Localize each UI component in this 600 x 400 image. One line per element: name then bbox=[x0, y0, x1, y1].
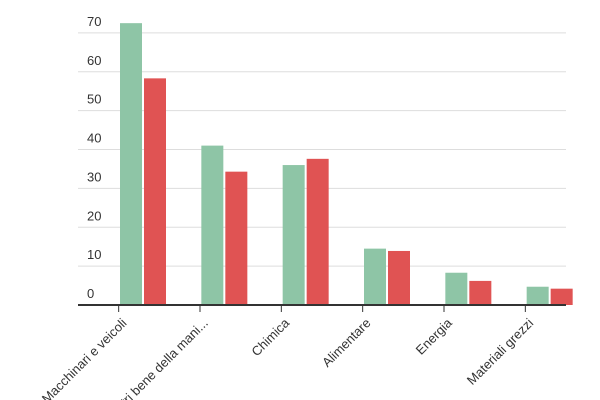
y-tick-label-0: 0 bbox=[87, 286, 94, 301]
x-axis bbox=[78, 304, 566, 312]
x-tick-label-2: Chimica bbox=[248, 315, 292, 359]
bar-5-series-1 bbox=[550, 288, 573, 305]
y-axis-labels: 01020304050607080 bbox=[87, 14, 101, 301]
bar-2-series-1 bbox=[306, 158, 329, 305]
bar-5-series-0 bbox=[526, 286, 549, 305]
y-tick-label-60: 60 bbox=[87, 53, 101, 68]
bar-3-series-1 bbox=[388, 250, 410, 305]
bar-4-series-0 bbox=[445, 272, 468, 305]
bar-4-series-1 bbox=[469, 280, 492, 305]
bars bbox=[120, 23, 573, 305]
y-tick-label-50: 50 bbox=[87, 92, 101, 107]
x-tick-label-4: Energia bbox=[413, 315, 456, 358]
y-tick-label-20: 20 bbox=[87, 208, 101, 223]
bar-0-series-1 bbox=[144, 78, 166, 305]
x-tick-label-5: Materiali grezzi bbox=[464, 315, 536, 387]
y-tick-label-40: 40 bbox=[87, 131, 101, 146]
y-tick-label-10: 10 bbox=[87, 247, 101, 262]
bar-3-series-0 bbox=[364, 248, 386, 305]
bar-1-series-0 bbox=[201, 145, 224, 305]
y-tick-label-30: 30 bbox=[87, 169, 101, 184]
bar-0-series-0 bbox=[120, 23, 142, 305]
x-tick-label-0: Macchinari e veicoli bbox=[39, 315, 130, 400]
x-tick-label-3: Alimentare bbox=[319, 315, 374, 370]
bar-2-series-0 bbox=[282, 165, 305, 305]
y-tick-label-70: 70 bbox=[87, 14, 101, 29]
bar-1-series-1 bbox=[225, 171, 248, 305]
